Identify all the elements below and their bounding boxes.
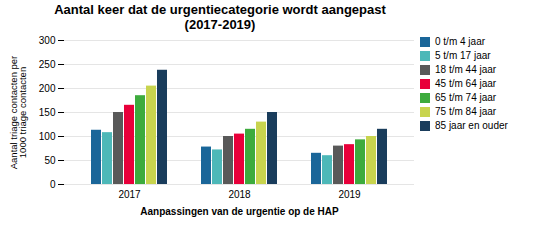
html-text:0 t/m 4 jaar: 0 t/m 4 jaar bbox=[435, 36, 485, 47]
html-text:75 t/m 84 jaar: 75 t/m 84 jaar bbox=[435, 106, 497, 117]
svg-text:0: 0 bbox=[50, 179, 56, 190]
html-text:18 t/m 44 jaar: 18 t/m 44 jaar bbox=[435, 64, 497, 75]
svg-text:Aanpassingen van de urgentie o: Aanpassingen van de urgentie op de HAP bbox=[140, 206, 339, 217]
svg-text:2018: 2018 bbox=[228, 189, 251, 200]
html-text:85 jaar en ouder: 85 jaar en ouder bbox=[435, 120, 508, 131]
svg-text:150: 150 bbox=[39, 107, 56, 118]
html-text:5 t/m 17 jaar: 5 t/m 17 jaar bbox=[435, 50, 491, 61]
html-text:Aantal keer dat de urgentiecat: Aantal keer dat de urgentiecategorie wor… bbox=[54, 2, 386, 32]
svg-text:300: 300 bbox=[39, 35, 56, 46]
svg-text:50: 50 bbox=[44, 155, 56, 166]
svg-text:2017: 2017 bbox=[118, 189, 141, 200]
html-text:45 t/m 64 jaar: 45 t/m 64 jaar bbox=[435, 78, 497, 89]
svg-text:2019: 2019 bbox=[338, 189, 361, 200]
svg-text:250: 250 bbox=[39, 59, 56, 70]
svg-text:Aantal triage contacten per100: Aantal triage contacten per1000 triage c… bbox=[8, 56, 29, 170]
html-text:65 t/m 74 jaar: 65 t/m 74 jaar bbox=[435, 92, 497, 103]
svg-text:200: 200 bbox=[39, 83, 56, 94]
svg-text:100: 100 bbox=[39, 131, 56, 142]
